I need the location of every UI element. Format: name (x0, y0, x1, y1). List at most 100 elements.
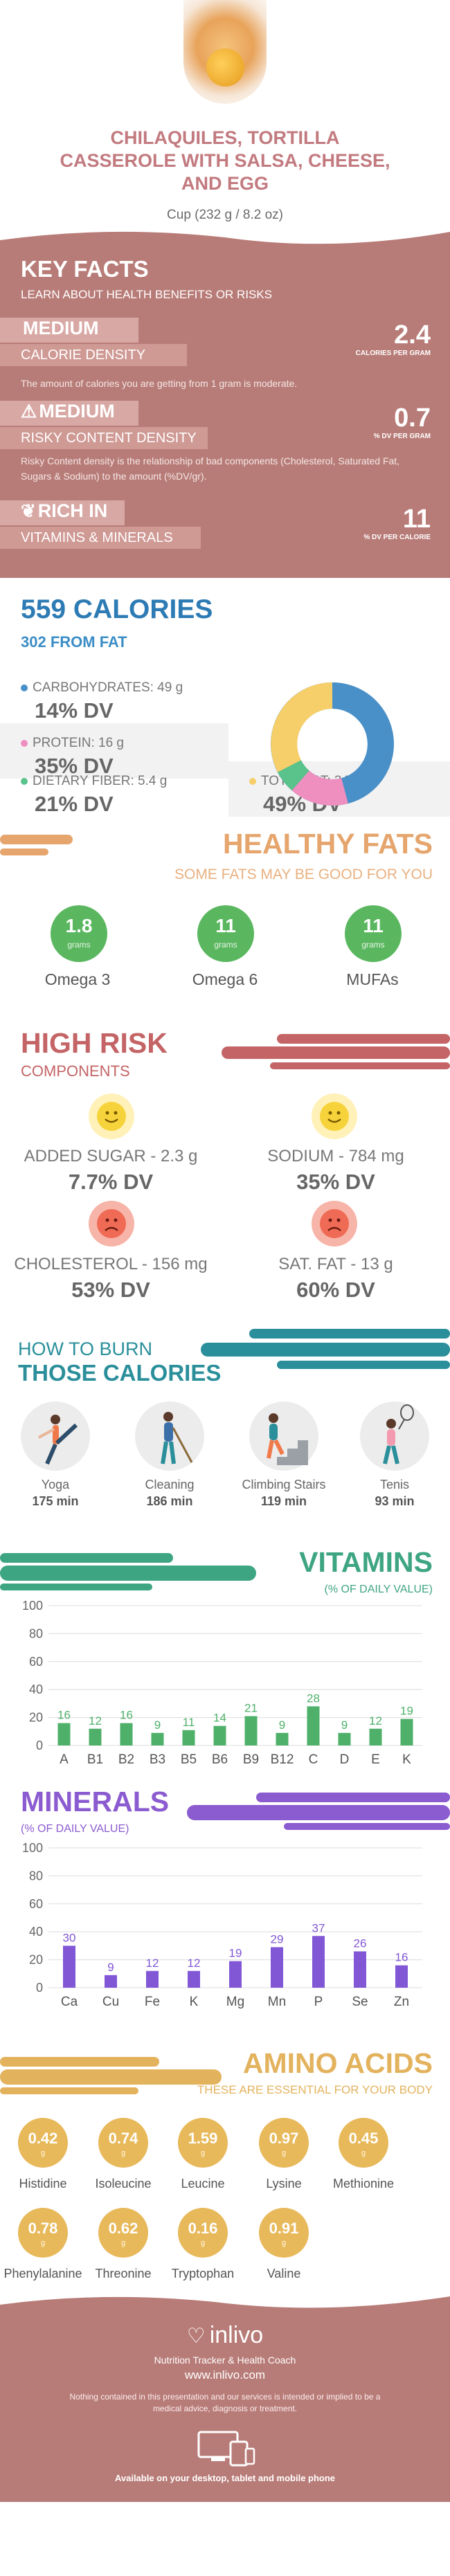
fat-name: Omega 3 (44, 970, 111, 988)
amino-unit: g (120, 2239, 126, 2247)
activity-name: Cleaning (145, 1478, 195, 1491)
bar-value-label: 28 (307, 1691, 320, 1705)
x-tick-label: K (402, 1752, 411, 1767)
amino-circle (259, 2118, 309, 2168)
serving-size: Cup (232 g / 8.2 oz) (167, 208, 283, 222)
amino-value: 0.91 (269, 2220, 299, 2237)
amino-unit: g (120, 2149, 126, 2157)
high-risk-title: HIGH RISK (21, 1027, 168, 1059)
heart-icon: ♡ (186, 2325, 206, 2348)
bar-value-label: 12 (89, 1714, 102, 1727)
amino-name: Leucine (181, 2177, 225, 2190)
risk-name: SAT. FAT - 13 g (278, 1255, 393, 1273)
bar-value-label: 9 (154, 1718, 161, 1732)
amino-name: Valine (267, 2267, 301, 2280)
healthy-fats-subtitle: SOME FATS MAY BE GOOD FOR YOU (174, 867, 433, 882)
nutrient-label: DIETARY FIBER: 5.4 g (21, 774, 167, 789)
disclaimer: Nothing contained in this presentation a… (69, 2392, 381, 2413)
amino-circle (339, 2118, 388, 2168)
fat-value: 1.8 (65, 915, 93, 936)
x-tick-label: E (371, 1752, 380, 1767)
brand-url[interactable]: www.inlivo.com (184, 2368, 266, 2382)
amino-value: 0.42 (28, 2130, 58, 2147)
x-tick-label: C (309, 1752, 318, 1767)
y-tick-label: 0 (36, 1981, 43, 1995)
infographic-page: CHILAQUILES, TORTILLA CASSEROLE WITH SAL… (0, 0, 450, 2502)
availability-note: Available on your desktop, tablet and mo… (114, 2473, 336, 2483)
key-facts-subtitle: LEARN ABOUT HEALTH BENEFITS OR RISKS (21, 288, 273, 301)
y-tick-label: 0 (36, 1739, 43, 1752)
activity-name: Climbing Stairs (242, 1478, 326, 1491)
wave-divider (0, 225, 450, 244)
vitamins-minerals-level: ❦ RICH IN (21, 500, 107, 522)
nutrient-label-text: CARBOHYDRATES: 49 g (33, 680, 183, 695)
bar (271, 1947, 283, 1988)
burn-title-top: HOW TO BURN (18, 1339, 153, 1359)
x-tick-label: B3 (150, 1752, 165, 1767)
nutrient-protein: PROTEIN: 16 g 35% DV (0, 723, 228, 779)
sad-face-icon (312, 1201, 357, 1246)
risky-density-description: Risky Content density is the relationshi… (21, 455, 400, 482)
bar (57, 1723, 71, 1745)
bar (120, 1723, 133, 1745)
key-facts-title: KEY FACTS (21, 256, 149, 282)
bar (105, 1975, 117, 1988)
cleaning-figure (161, 1412, 193, 1464)
wave-divider (0, 2291, 450, 2308)
fat-name: Omega 6 (192, 970, 258, 988)
x-tick-label: Ca (61, 1995, 78, 2009)
happy-face-icon (89, 1094, 134, 1139)
bar-value-label: 37 (312, 1921, 325, 1934)
level-band (0, 401, 138, 426)
nutrient-dv: 21% DV (35, 792, 114, 816)
amino-unit: g (200, 2149, 206, 2157)
face-disc (320, 1102, 349, 1131)
bar-value-label: 16 (120, 1709, 133, 1722)
calorie-density-value: 2.4 (394, 320, 431, 350)
fat-value: 11 (215, 915, 236, 936)
brand-name: inlivo (209, 2322, 264, 2348)
calories-donut-chart (271, 682, 394, 806)
healthy-fats-title: HEALTHY FATS (223, 828, 433, 860)
fat-name: MUFAs (346, 970, 399, 988)
minerals-title: MINERALS (21, 1786, 170, 1817)
x-tick-label: B2 (118, 1752, 134, 1767)
amino-value: 0.62 (108, 2220, 138, 2237)
amino-name: Phenylalanine (3, 2267, 82, 2280)
bar (151, 1732, 164, 1745)
level-band (0, 318, 138, 343)
bar-value-label: 12 (188, 1957, 201, 1970)
amino-circle (178, 2118, 228, 2168)
happy-face-icon (312, 1094, 357, 1139)
legend-dot (21, 684, 28, 691)
healthy-fats-section: HEALTHY FATS SOME FATS MAY BE GOOD FOR Y… (0, 817, 450, 1017)
calorie-density-description: The amount of calories you are getting f… (21, 378, 298, 389)
bar-value-label: 29 (271, 1932, 284, 1945)
stairs-icon (249, 1402, 318, 1471)
amino-value: 0.97 (269, 2130, 299, 2147)
risk-name: SODIUM - 784 mg (267, 1147, 404, 1165)
calories-from-fat: 302 FROM FAT (21, 633, 127, 651)
bar (400, 1718, 413, 1745)
footer-section: ♡ inlivo Nutrition Tracker & Health Coach… (0, 2291, 450, 2502)
bar (89, 1728, 102, 1745)
activity-name: Tenis (379, 1478, 410, 1491)
nutrient-label-text: PROTEIN: 16 g (33, 736, 124, 750)
food-title: CHILAQUILES, TORTILLA CASSEROLE WITH SAL… (0, 127, 450, 195)
amino-unit: g (200, 2239, 206, 2247)
bar (338, 1732, 351, 1745)
bar-value-label: 12 (369, 1714, 382, 1727)
food-title-line: CASSEROLE WITH SALSA, CHEESE, (60, 150, 390, 171)
minerals-section: MINERALS (% OF DAILY VALUE) 0 20 40 60 80 100… (0, 1786, 450, 2042)
x-tick-label: B5 (181, 1752, 197, 1767)
fat-unit: grams (67, 940, 91, 950)
x-tick-label: Cu (102, 1995, 119, 2009)
egg-yolk-image (206, 48, 244, 87)
bar (229, 1961, 242, 1988)
activity-minutes: 175 min (32, 1494, 79, 1508)
bar-value-label: 30 (63, 1931, 76, 1944)
face-disc (320, 1209, 349, 1238)
name-band (0, 344, 187, 366)
decor-stripes (0, 1553, 256, 1590)
nutrient-fiber: DIETARY FIBER: 5.4 g 21% DV (0, 761, 228, 817)
